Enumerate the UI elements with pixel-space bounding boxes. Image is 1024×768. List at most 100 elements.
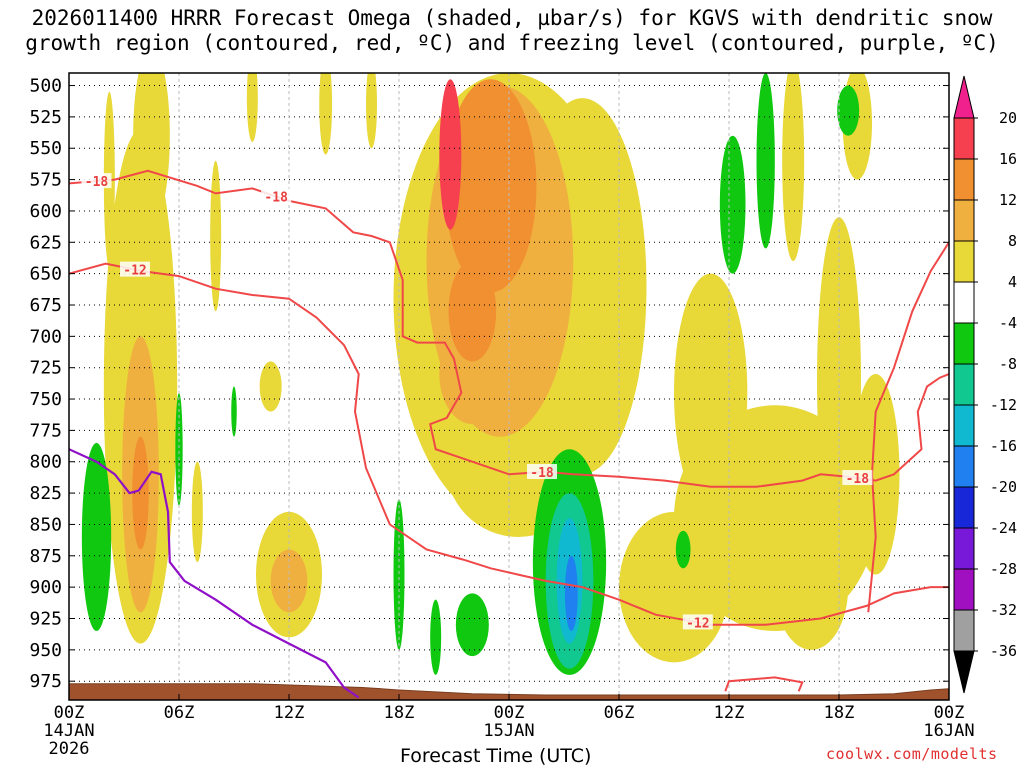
contour-label: -18 (85, 175, 109, 190)
dgz-contours: -18 -18 -18 -18 -12 -12 (69, 169, 949, 692)
y-tick-label: 950 (29, 640, 62, 661)
y-tick-label: 525 (29, 107, 62, 128)
omega-region (564, 555, 578, 632)
x-tick-date: 15JAN (483, 721, 534, 741)
colorbar-band (953, 199, 975, 242)
x-tick-label: 18Z (384, 703, 415, 723)
y-tick-label: 850 (29, 514, 62, 535)
colorbar-band (953, 363, 975, 406)
colorbar-band (953, 445, 975, 488)
omega-region (448, 261, 497, 362)
x-tick-label: 00Z (934, 703, 965, 723)
colorbar-top-arrow (953, 75, 975, 119)
y-tick-label: 550 (29, 138, 62, 159)
omega-region (270, 549, 308, 613)
omega-region (455, 593, 489, 657)
colorbar-band (953, 527, 975, 570)
colorbar-band (953, 486, 975, 529)
colorbar-label: 4 (1008, 273, 1017, 291)
omega-region (444, 79, 537, 293)
omega-region (675, 530, 691, 569)
colorbar-band (953, 322, 975, 365)
y-tick-label: 900 (29, 577, 62, 598)
omega-region (231, 386, 237, 437)
omega-region (774, 524, 849, 650)
x-tick-date: 14JAN (43, 721, 94, 741)
contour-label-bg (842, 470, 873, 486)
y-tick-label: 500 (29, 76, 62, 97)
omega-region (246, 73, 258, 142)
omega-region (366, 73, 377, 149)
omega-region (191, 461, 203, 563)
x-tick-year: 2026 (49, 739, 90, 759)
omega-region (782, 73, 805, 262)
dgz-contour-line (724, 676, 804, 692)
colorbar-label: -36 (990, 642, 1017, 660)
omega-region (837, 85, 860, 136)
colorbar-band (953, 117, 975, 160)
y-tick-label: 975 (29, 671, 62, 692)
colorbar-label: 20 (999, 109, 1017, 127)
omega-region (133, 73, 170, 224)
omega-region (756, 73, 775, 249)
colorbar-band (953, 568, 975, 611)
colorbar-band (953, 158, 975, 201)
colorbar: 20 16 12 8 4 -4 -8 -12 -16 -20 -24 -28 -32 -36 (953, 75, 1017, 694)
y-tick-label: 750 (29, 389, 62, 410)
colorbar-bottom-arrow (953, 650, 975, 694)
omega-region (175, 392, 183, 506)
contour-label-bg (81, 173, 112, 189)
dgz-contour-line (867, 241, 949, 613)
colorbar-label: 12 (999, 191, 1017, 209)
y-tick-label: 650 (29, 264, 62, 285)
omega-region (439, 79, 462, 230)
credit-text: coolwx.com/modelts (826, 745, 998, 763)
x-tick-label: 12Z (274, 703, 305, 723)
colorbar-band (953, 609, 975, 652)
x-tick-label: 00Z (494, 703, 525, 723)
colorbar-label: -20 (990, 478, 1017, 496)
omega-region (393, 499, 405, 650)
x-tick-label: 00Z (54, 703, 85, 723)
x-tick-label: 12Z (714, 703, 745, 723)
omega-region (851, 373, 900, 575)
y-tick-label: 600 (29, 201, 62, 222)
omega-shading (81, 73, 900, 675)
omega-region (259, 361, 282, 412)
contour-label-bg (120, 261, 150, 277)
colorbar-label: 16 (999, 150, 1017, 168)
contour-label-bg (527, 464, 557, 480)
x-tick-date: 16JAN (923, 721, 974, 741)
omega-region (719, 135, 746, 274)
freezing-level-line (69, 448, 360, 699)
contour-label: -18 (530, 466, 554, 481)
colorbar-label: -4 (999, 314, 1017, 332)
y-tick-label: 675 (29, 295, 62, 316)
colorbar-label: -8 (999, 355, 1017, 373)
y-tick-label: 725 (29, 358, 62, 379)
freezing-level (69, 448, 360, 699)
colorbar-label: -28 (990, 560, 1017, 578)
contour-label: -18 (264, 191, 288, 206)
chart-title: 2026011400 HRRR Forecast Omega (shaded, … (25, 6, 999, 55)
colorbar-band (953, 281, 975, 324)
y-tick-label: 575 (29, 170, 62, 191)
contour-label: -18 (846, 472, 870, 487)
colorbar-label: -12 (990, 396, 1017, 414)
colorbar-label: -32 (990, 601, 1017, 619)
contour-label: -12 (686, 616, 709, 631)
colorbar-label: -16 (990, 437, 1017, 455)
contour-label-bg (682, 614, 713, 630)
omega-region (319, 73, 333, 155)
omega-region (430, 599, 442, 675)
x-axis-label: Forecast Time (UTC) (400, 745, 592, 767)
x-tick-label: 18Z (824, 703, 855, 723)
y-tick-label: 800 (29, 452, 62, 473)
y-tick-label: 825 (29, 483, 62, 504)
y-tick-label: 925 (29, 608, 62, 629)
y-tick-label: 625 (29, 232, 62, 253)
dgz-contour-line (69, 262, 949, 626)
colorbar-label: 8 (1008, 232, 1017, 250)
